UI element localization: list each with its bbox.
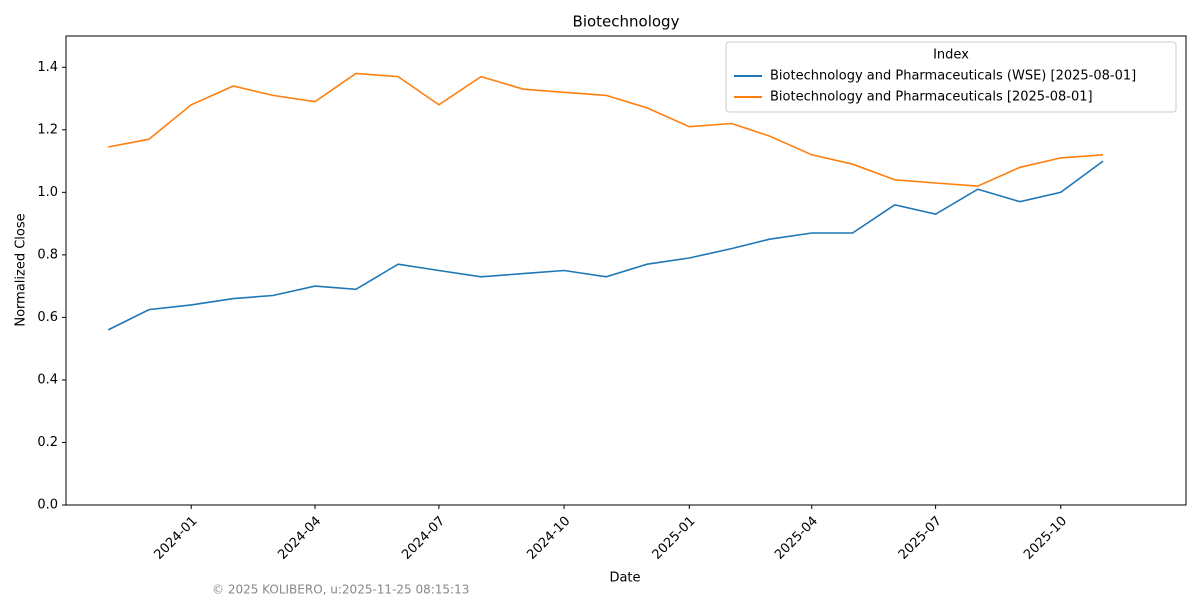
y-axis-label: Normalized Close (14, 213, 29, 326)
plot-frame (65, 35, 1187, 506)
x-tick-label: 2024-10 (524, 514, 573, 563)
x-tick-label: 2024-01 (151, 514, 200, 563)
y-tick-label: 1.2 (37, 122, 58, 137)
legend-box (725, 41, 1177, 113)
y-tick-label: 0.0 (37, 498, 58, 513)
y-tick-label: 1.4 (37, 60, 58, 75)
x-tick-label: 2024-07 (399, 514, 448, 563)
legend-label: Biotechnology and Pharmaceuticals [2025-… (770, 90, 1093, 105)
legend: Index Biotechnology and Pharmaceuticals (… (725, 41, 1177, 113)
y-tick-label: 0.4 (37, 372, 58, 387)
y-tick-label: 0.2 (37, 435, 58, 450)
chart-title: Biotechnology (573, 13, 680, 31)
series-line (108, 72, 1104, 187)
x-axis-label: Date (609, 571, 640, 586)
x-tick-label: 2025-01 (650, 514, 699, 563)
legend-label: Biotechnology and Pharmaceuticals (WSE) … (770, 69, 1136, 84)
x-tick-label: 2025-10 (1021, 514, 1070, 563)
x-tick-label: 2025-04 (772, 514, 821, 563)
x-tick-label: 2024-04 (275, 514, 324, 563)
legend-title: Index (933, 48, 969, 63)
series-line (107, 160, 1104, 331)
footer: © 2025 KOLIBERO, u:2025-11-25 08:15:13 (212, 583, 469, 597)
x-tick-label: 2025-07 (896, 514, 945, 563)
y-tick-label: 0.6 (37, 310, 58, 325)
y-tick-label: 1.0 (37, 185, 58, 200)
y-tick-label: 0.8 (37, 247, 58, 262)
